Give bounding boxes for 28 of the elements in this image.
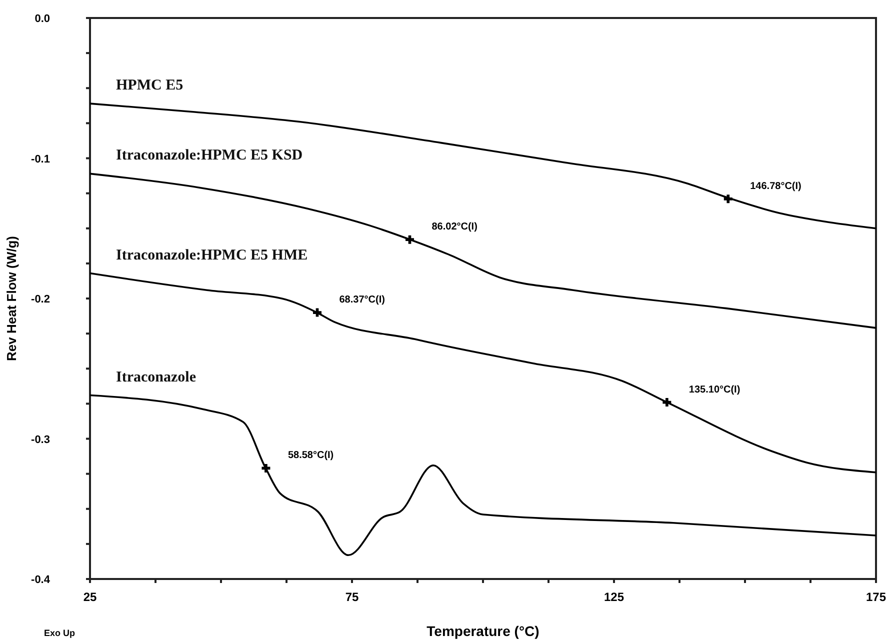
y-tick-label: -0.1 <box>31 153 50 166</box>
annotation: 58.58°C(I) <box>288 450 334 462</box>
series-label: Itraconazole:HPMC E5 HME <box>116 247 308 264</box>
y-tick-label: -0.3 <box>31 434 50 446</box>
series-label: Itraconazole <box>116 369 196 386</box>
point <box>662 398 672 407</box>
x-tick-label: 75 <box>345 590 359 604</box>
annotation: 86.02°C(I) <box>432 222 478 233</box>
y-axis-title: Rev Heat Flow (W/g) <box>4 236 19 361</box>
x-tick-label: 125 <box>604 590 624 604</box>
x-axis-title: Temperature (°C) <box>426 623 540 639</box>
line-series <box>89 272 877 474</box>
y-tick-label: -0.2 <box>31 294 50 306</box>
line-series <box>89 394 877 556</box>
annotation: 146.78°C(I) <box>750 180 802 192</box>
series-label: HPMC E5 <box>116 78 184 94</box>
x-tick-label: 25 <box>83 590 97 604</box>
y-tick-label: -0.4 <box>31 574 51 586</box>
series-label: Itraconazole:HPMC E5 KSD <box>116 148 303 164</box>
annotation: 135.10°C(I) <box>688 384 740 396</box>
point <box>406 235 414 244</box>
text: Exo Up <box>44 628 76 638</box>
annotation: 68.37°C(I) <box>339 294 385 306</box>
point <box>313 308 322 317</box>
point <box>262 464 270 472</box>
y-tick-label: 0.0 <box>34 13 50 25</box>
line-series <box>89 172 877 329</box>
x-tick-label: 175 <box>866 590 886 604</box>
